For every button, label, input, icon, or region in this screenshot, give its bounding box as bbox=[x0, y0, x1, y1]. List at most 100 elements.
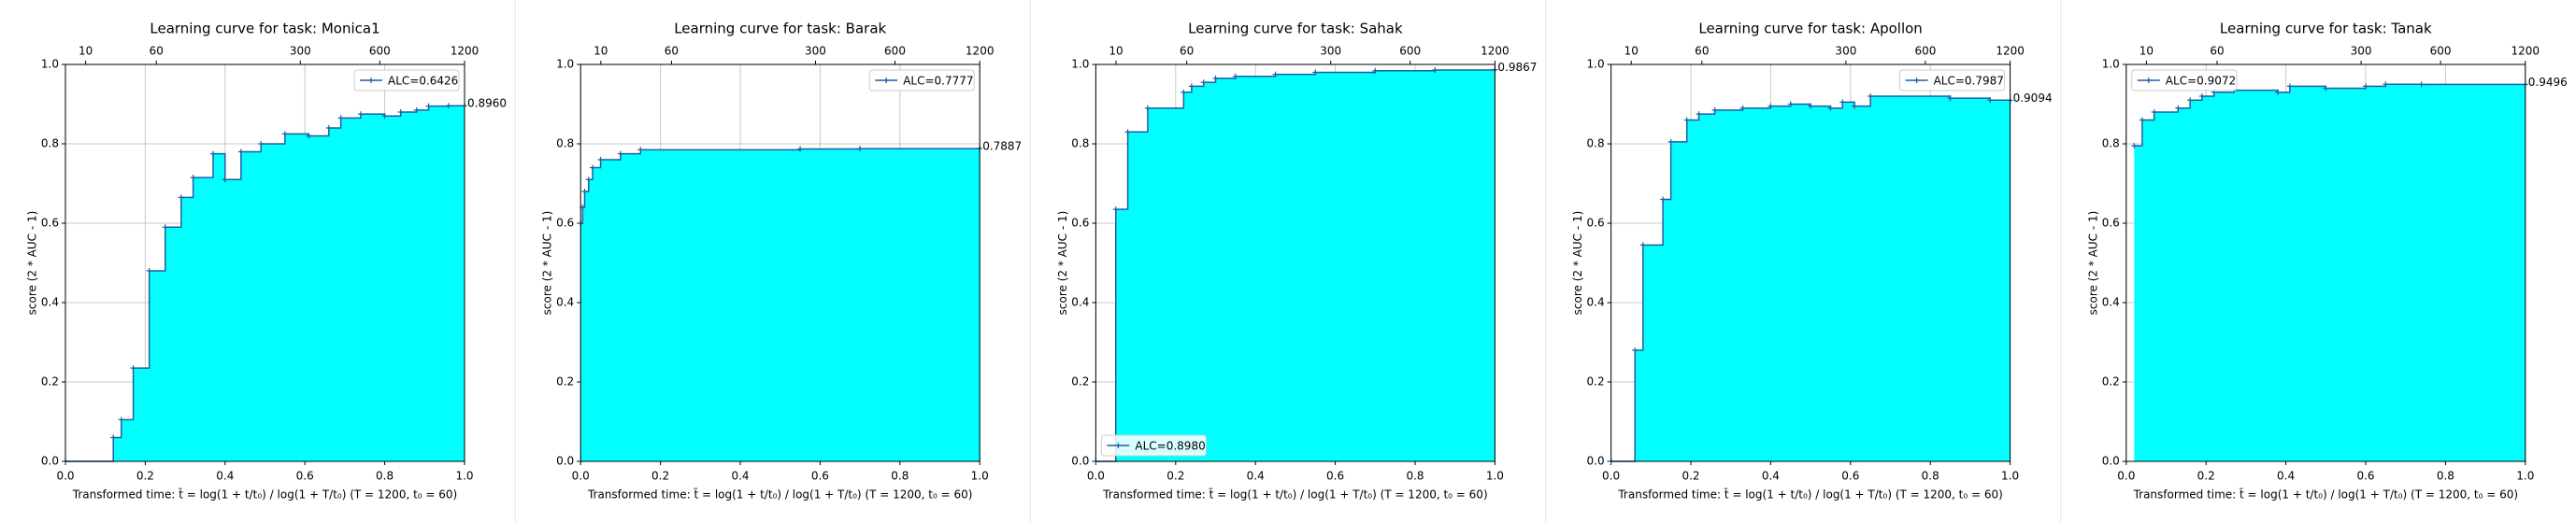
point-marker bbox=[2198, 93, 2205, 99]
point-marker bbox=[445, 103, 451, 109]
point-marker bbox=[1667, 138, 1674, 145]
point-marker bbox=[178, 194, 184, 201]
x2-tick-label: 300 bbox=[2351, 45, 2372, 58]
legend-box bbox=[2131, 69, 2238, 92]
point-marker bbox=[397, 109, 404, 115]
point-marker bbox=[146, 268, 152, 274]
x-tick-label: 0.8 bbox=[2437, 470, 2454, 483]
point-marker bbox=[581, 189, 588, 194]
legend-label: ALC=0.8980 bbox=[1135, 440, 1205, 453]
y-tick-label: 0.2 bbox=[1071, 375, 1089, 389]
point-marker bbox=[110, 434, 117, 441]
x2-tick-label: 60 bbox=[2210, 45, 2224, 58]
y-tick-label: 0.8 bbox=[2102, 137, 2120, 150]
point-marker bbox=[190, 175, 196, 181]
area-fill bbox=[1610, 96, 2011, 461]
x-tick-label: 0.4 bbox=[216, 470, 234, 483]
panel: Learning curve for task: Apollon 0.0 0.2 0.… bbox=[1545, 0, 2053, 523]
point-marker bbox=[357, 111, 364, 118]
legend-box bbox=[1899, 69, 2006, 92]
end-value-label: 0.7887 bbox=[982, 139, 1022, 152]
y-tick-label: 0.8 bbox=[556, 137, 574, 150]
point-marker bbox=[1212, 75, 1219, 81]
x-axis-label: Transformed time: t̃ = log(1 + t/t₀) / l… bbox=[2133, 488, 2518, 501]
y-axis-label: score (2 * AUC - 1) bbox=[26, 211, 39, 316]
x-tick-label: 0.4 bbox=[2277, 470, 2295, 483]
panel: Learning curve for task: Tanak 0.0 0.2 0.4 0… bbox=[2060, 0, 2568, 523]
point-marker bbox=[337, 115, 344, 121]
point-marker bbox=[1232, 73, 1238, 79]
x2-tick-label: 10 bbox=[2140, 45, 2154, 58]
x-tick-label: 0.2 bbox=[2197, 470, 2215, 483]
legend-box bbox=[353, 69, 460, 92]
x2-tick-label: 300 bbox=[805, 45, 826, 58]
point-marker bbox=[2131, 143, 2138, 149]
point-marker bbox=[413, 106, 420, 113]
legend-box bbox=[1100, 434, 1207, 457]
legend-marker bbox=[1913, 78, 1920, 83]
y-tick-label: 0.6 bbox=[556, 217, 574, 230]
point-marker bbox=[1124, 129, 1131, 135]
x2-tick-label: 60 bbox=[1180, 45, 1194, 58]
x2-tick-label: 600 bbox=[2430, 45, 2452, 58]
y-tick-label: 0.6 bbox=[1071, 217, 1089, 230]
y-tick-label: 0.8 bbox=[1071, 137, 1089, 150]
y-tick-label: 0.8 bbox=[41, 137, 59, 150]
x-tick-label: 0.2 bbox=[1682, 470, 1699, 483]
point-marker bbox=[1660, 196, 1667, 203]
x2-tick-label: 1200 bbox=[1996, 45, 2025, 58]
end-value-label: 0.9867 bbox=[1497, 61, 1537, 74]
point-marker bbox=[381, 113, 388, 120]
x2-tick-label: 10 bbox=[1624, 45, 1639, 58]
y-tick-label: 0.4 bbox=[556, 296, 574, 309]
y-tick-label: 0.6 bbox=[1587, 217, 1605, 230]
panel: Learning curve for task: Sahak 0.0 0.2 0.4 0… bbox=[1029, 0, 1537, 523]
y-tick-label: 0.0 bbox=[556, 455, 574, 468]
x-axis-label: Transformed time: t̃ = log(1 + t/t₀) / l… bbox=[1102, 488, 1487, 501]
point-marker bbox=[325, 125, 332, 131]
x-tick-label: 0.6 bbox=[1841, 470, 1859, 483]
point-marker bbox=[2383, 81, 2389, 88]
point-marker bbox=[1987, 97, 1994, 104]
chart-title: Learning curve for task: Sahak bbox=[1188, 21, 1403, 37]
x2-tick-label: 600 bbox=[1914, 45, 1936, 58]
y-tick-label: 0.6 bbox=[2102, 217, 2120, 230]
x-tick-label: 0.8 bbox=[891, 470, 909, 483]
point-marker bbox=[222, 177, 228, 183]
point-marker bbox=[162, 224, 168, 231]
point-marker bbox=[1808, 103, 1814, 109]
y-tick-label: 1.0 bbox=[1587, 58, 1605, 71]
x2-tick-label: 600 bbox=[884, 45, 906, 58]
x-tick-label: 0.0 bbox=[1602, 470, 1620, 483]
legend-marker bbox=[1115, 443, 1122, 448]
y-tick-label: 1.0 bbox=[556, 58, 574, 71]
point-marker bbox=[258, 141, 265, 147]
axes-frame bbox=[1610, 64, 2011, 462]
chart-title: Learning curve for task: Barak bbox=[674, 21, 886, 37]
end-value-label: 0.8960 bbox=[467, 97, 507, 110]
point-marker bbox=[1827, 105, 1834, 111]
point-marker bbox=[857, 146, 864, 152]
x-tick-label: 0.0 bbox=[56, 470, 74, 483]
point-marker bbox=[1711, 106, 1718, 113]
y-tick-label: 0.0 bbox=[2102, 455, 2120, 468]
y-axis-label: score (2 * AUC - 1) bbox=[541, 211, 554, 316]
legend-label: ALC=0.7987 bbox=[1934, 75, 2004, 88]
y-axis-label: score (2 * AUC - 1) bbox=[1056, 211, 1069, 316]
axes-frame bbox=[580, 64, 980, 462]
legend-label: ALC=0.9072 bbox=[2166, 75, 2236, 88]
x-tick-label: 1.0 bbox=[455, 470, 473, 483]
area-fill bbox=[580, 148, 980, 462]
point-marker bbox=[1632, 347, 1639, 353]
y-tick-label: 0.6 bbox=[41, 217, 59, 230]
point-marker bbox=[1639, 242, 1646, 248]
x-tick-label: 1.0 bbox=[2516, 470, 2534, 483]
x2-tick-label: 300 bbox=[1320, 45, 1341, 58]
x2-tick-label: 600 bbox=[1399, 45, 1421, 58]
point-marker bbox=[597, 157, 604, 163]
point-marker bbox=[2286, 83, 2293, 90]
x-tick-label: 0.2 bbox=[1166, 470, 1184, 483]
area-fill bbox=[2134, 84, 2526, 461]
x-axis-label: Transformed time: t̃ = log(1 + t/t₀) / l… bbox=[1617, 488, 2002, 501]
